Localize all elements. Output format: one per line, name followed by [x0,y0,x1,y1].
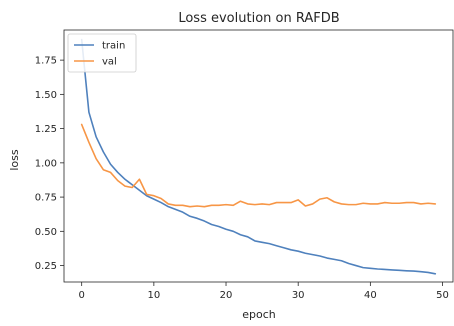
legend: train val [67,33,137,73]
chart-title: Loss evolution on RAFDB [178,11,339,26]
legend-label-val: val [102,57,117,68]
y-tick-label: 0.75 [35,193,57,204]
x-tick-label: 20 [220,290,233,301]
x-tick-label: 0 [78,290,84,301]
legend-box [67,33,137,73]
x-tick-label: 30 [292,290,305,301]
y-tick-label: 1.50 [35,90,57,101]
y-axis-label: loss [8,149,21,171]
y-tick-label: 1.00 [35,158,57,169]
x-tick-label: 50 [436,290,449,301]
y-tick-label: 0.25 [35,261,57,272]
series-line-val [80,123,437,208]
legend-label-train: train [102,41,125,52]
x-tick-label: 40 [364,290,377,301]
plot-frame [63,29,454,283]
plot-area: 0 10 20 30 40 50 0.25 0.50 0.75 1.00 1.25 1.50 1.75 [35,29,454,301]
y-tick-label: 1.75 [35,56,57,67]
y-tick-label: 1.25 [35,124,57,135]
y-tick-label: 0.50 [35,227,57,238]
x-axis-label: epoch [242,308,276,321]
x-tick-label: 10 [147,290,160,301]
series-line-train [80,38,437,275]
